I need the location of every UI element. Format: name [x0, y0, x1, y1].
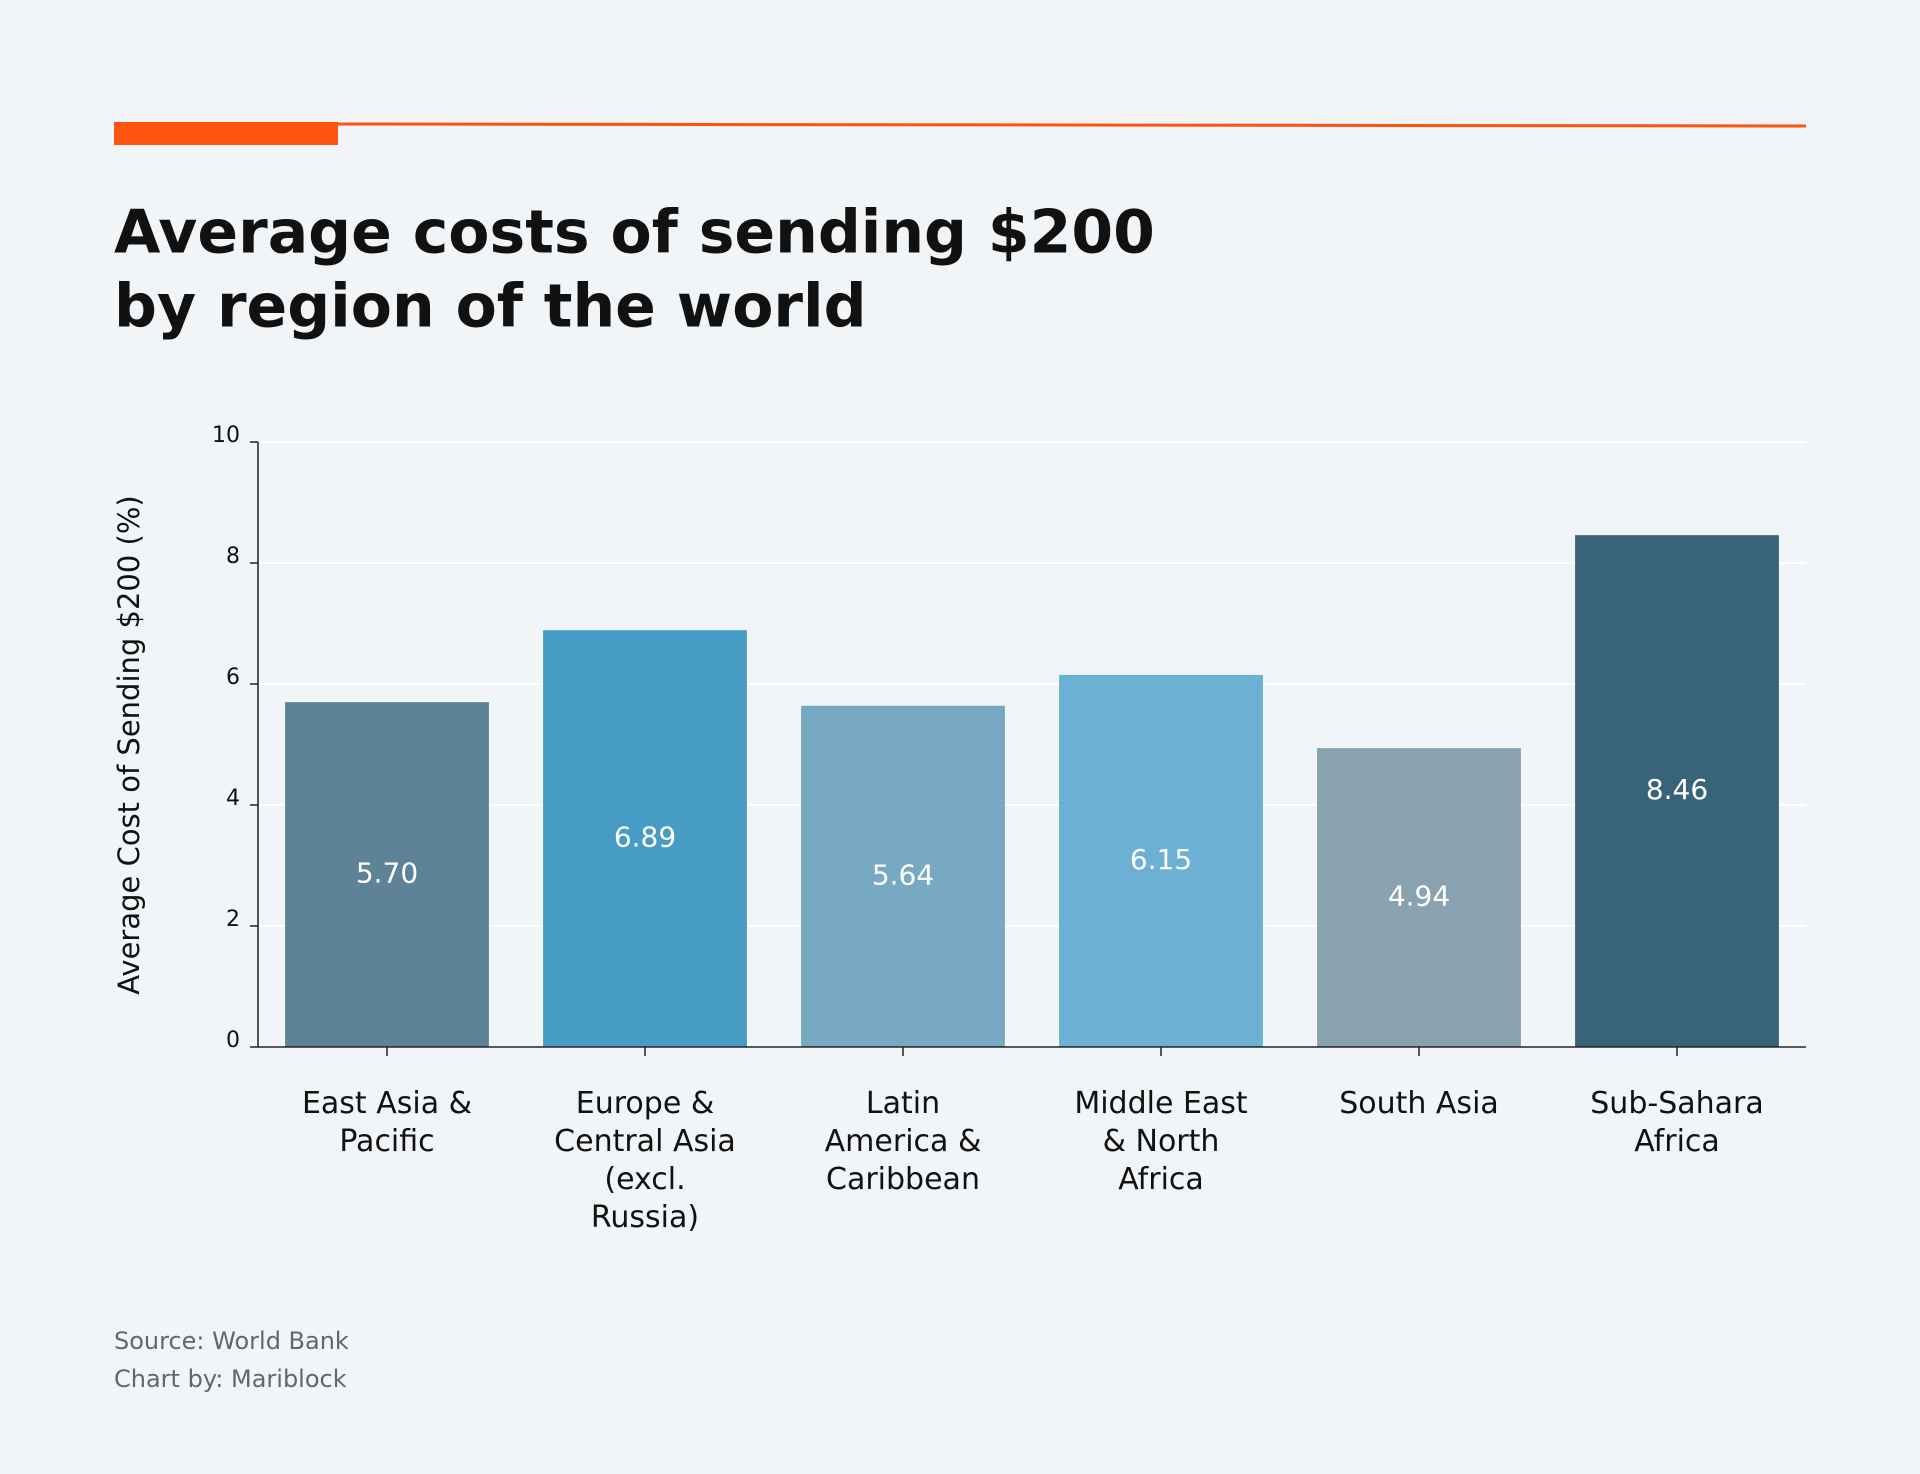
bar [1575, 535, 1779, 1047]
credit: Chart by: Mariblock [114, 1365, 347, 1393]
value-label: 8.46 [1646, 773, 1708, 806]
x-tick-label: Europe & Central Asia (excl. Russia) [554, 1086, 736, 1235]
bar [543, 630, 747, 1047]
x-tick-label: East Asia & Pacific [302, 1086, 472, 1159]
value-label: 5.70 [356, 857, 418, 890]
y-tick-label: 4 [226, 786, 240, 811]
y-tick-label: 2 [226, 907, 240, 932]
y-tick-label: 0 [226, 1028, 240, 1053]
y-tick-label: 8 [226, 544, 240, 569]
y-axis-label: Average Cost of Sending $200 (%) [112, 495, 146, 994]
value-label: 6.15 [1130, 843, 1192, 876]
bar [1317, 748, 1521, 1047]
bar [801, 705, 1005, 1047]
accent-bar [114, 122, 338, 145]
y-tick-label: 6 [226, 665, 240, 690]
x-tick-label: South Asia [1339, 1086, 1499, 1121]
x-tick-label: Sub-Sahara Africa [1590, 1086, 1763, 1159]
x-tick-label: Latin America & Caribbean [825, 1086, 982, 1197]
value-label: 6.89 [614, 821, 676, 854]
value-label: 5.64 [872, 858, 934, 891]
chart-title: Average costs of sending $200 [114, 198, 1155, 268]
value-label: 4.94 [1388, 880, 1450, 913]
x-tick-label: Middle East & North Africa [1074, 1086, 1248, 1197]
bar [1059, 674, 1263, 1047]
chart-subtitle: by region of the world [114, 272, 867, 342]
accent-line [337, 122, 1807, 128]
y-tick-label: 10 [212, 423, 240, 448]
bar [285, 702, 489, 1047]
source: Source: World Bank [114, 1327, 349, 1355]
